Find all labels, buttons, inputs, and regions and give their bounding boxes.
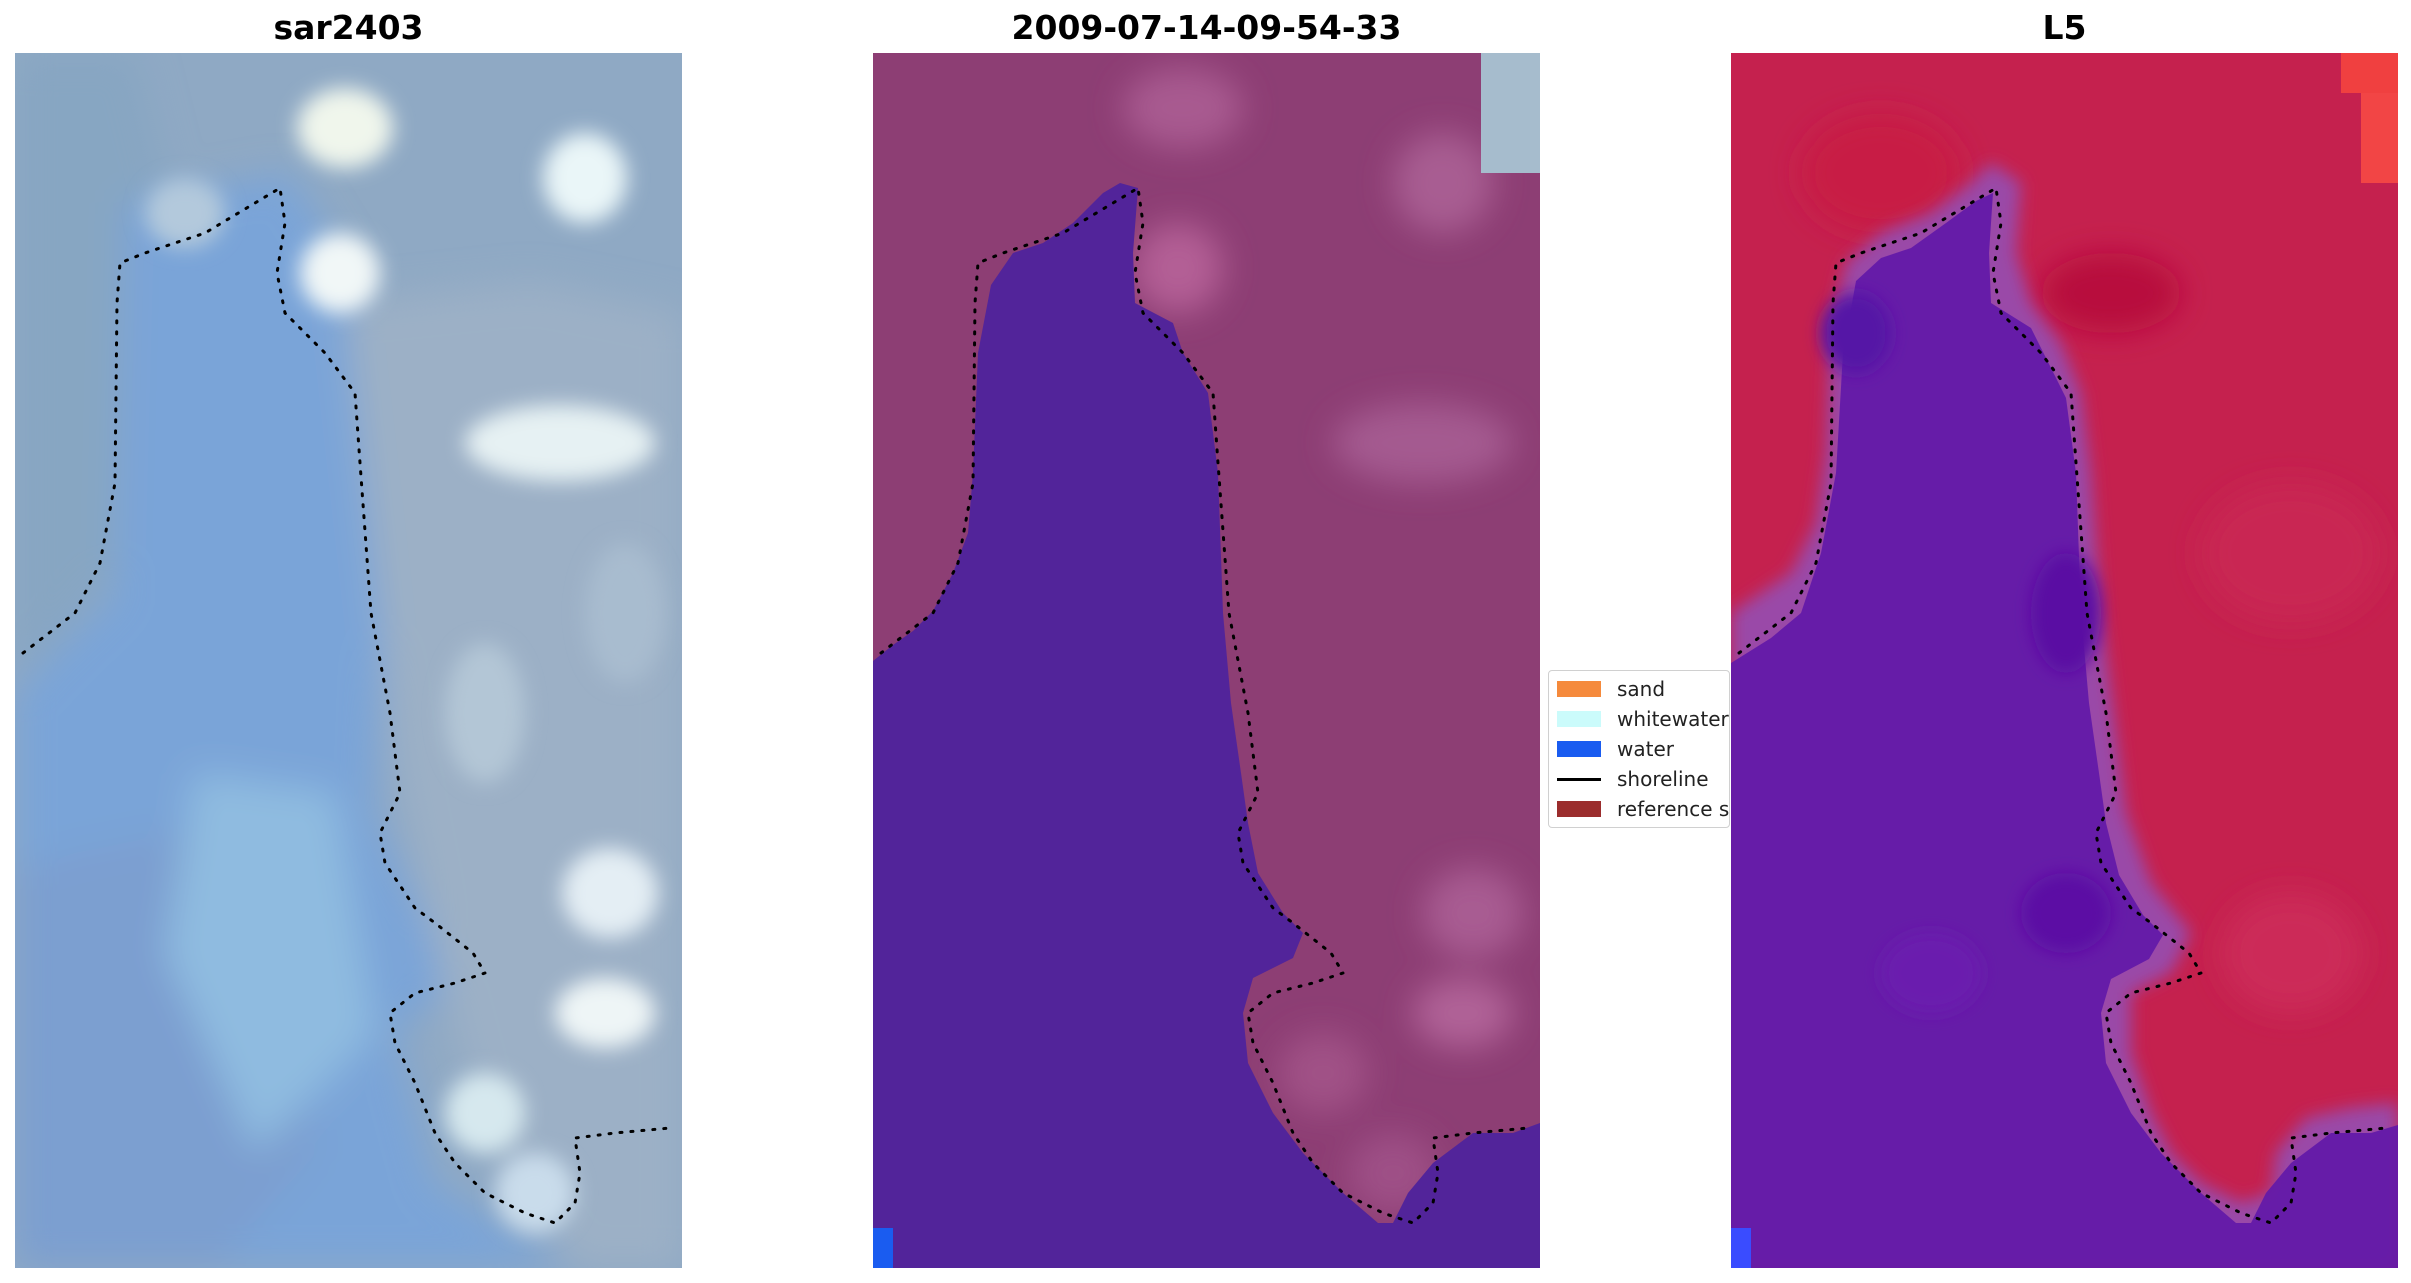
legend-item-whitewater: whitewater xyxy=(1557,707,1729,731)
index-panel xyxy=(1731,53,2398,1268)
panel-title-image: sar2403 xyxy=(273,8,424,47)
shoreline-line-swatch xyxy=(1557,777,1601,781)
shoreline-trace xyxy=(21,185,672,1225)
legend-label: whitewater xyxy=(1617,707,1729,731)
whitewater-swatch xyxy=(1557,711,1601,727)
legend: sand whitewater water shoreline referenc… xyxy=(1548,670,1730,828)
panel-title-classification: 2009-07-14-09-54-33 xyxy=(1011,8,1402,47)
legend-label: shoreline xyxy=(1617,767,1709,791)
panel-title-index: L5 xyxy=(2042,8,2087,47)
legend-item-shoreline: shoreline xyxy=(1557,767,1709,791)
legend-item-reference-shoreline: reference shoreline xyxy=(1557,797,1730,821)
legend-label: sand xyxy=(1617,677,1666,701)
legend-label: water xyxy=(1617,737,1674,761)
classification-panel xyxy=(873,53,1540,1268)
shoreline-trace xyxy=(879,185,1530,1225)
sand-swatch xyxy=(1557,681,1601,697)
legend-label: reference shoreline xyxy=(1617,797,1730,821)
water-pixel xyxy=(1731,1228,1751,1268)
water-swatch xyxy=(1557,741,1601,757)
legend-item-water: water xyxy=(1557,737,1674,761)
legend-item-sand: sand xyxy=(1557,677,1665,701)
index-image xyxy=(1731,53,2398,1268)
classification-image xyxy=(873,53,1540,1268)
reference-shoreline-swatch xyxy=(1557,801,1601,817)
shoreline-trace xyxy=(1737,185,2388,1225)
water-region xyxy=(873,183,1540,1268)
rgb-image xyxy=(15,53,682,1268)
water-pixel xyxy=(873,1228,893,1268)
rgb-image-panel xyxy=(15,53,682,1268)
